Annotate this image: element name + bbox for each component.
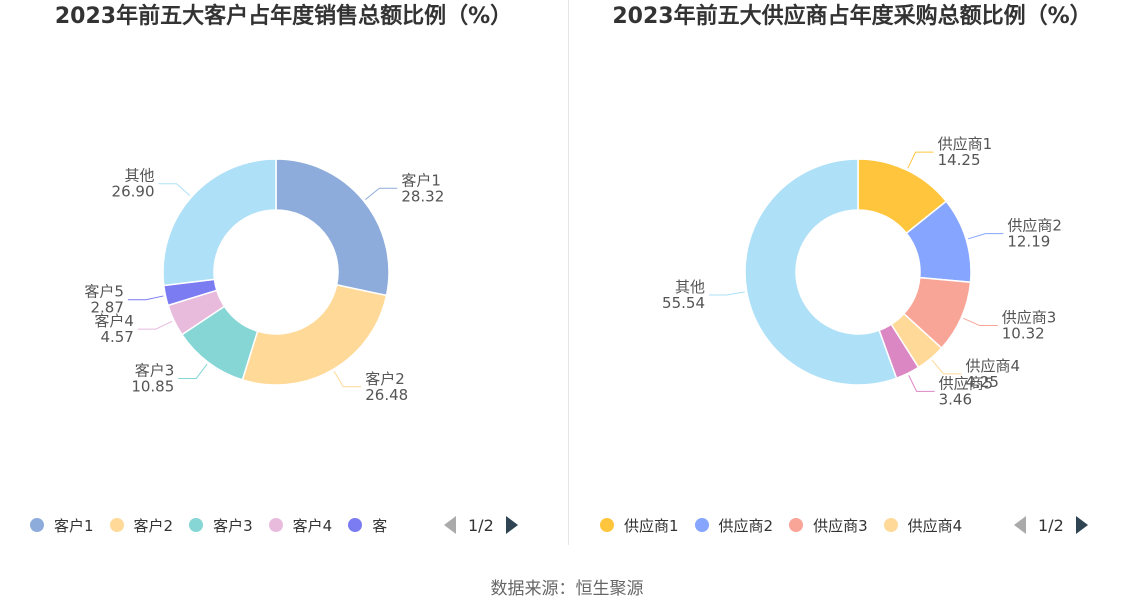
legend-label: 供应商2 [718,516,774,535]
legend-item[interactable]: 客户4 [268,515,333,536]
chart-legend: 供应商1 供应商2 供应商3 供应商4 1/2 [600,512,1110,538]
pie-slice[interactable] [744,158,898,386]
slice-category-label: 供应商5 [939,374,994,392]
slice-value-label: 4.57 [100,328,133,346]
label-leader-line [908,375,935,392]
legend-swatch [883,518,898,532]
legend-label: 客户4 [292,516,333,535]
page-indicator: 1/2 [1038,515,1064,535]
slice-category-label: 其他 [675,278,705,296]
legend-label: 供应商1 [624,516,679,535]
chart-title: 2023年前五大供应商占年度采购总额比例（%） [612,4,1092,29]
legend-label: 供应商4 [907,516,963,535]
slice-category-label: 客户1 [401,171,441,189]
label-leader-line [158,183,191,197]
legend-swatch [268,518,283,532]
pie-slice[interactable] [162,158,277,287]
legend-label: 客 [372,516,388,535]
legend-swatch [600,518,614,532]
legend-swatch [189,518,204,532]
label-leader-line [967,233,1004,240]
label-leader-line [709,291,745,296]
data-source: 数据来源：恒生聚源 [490,579,644,599]
legend-pager: 1/2 [444,516,518,535]
slice-value-label: 12.19 [1007,233,1050,251]
legend-label: 客户1 [54,516,94,535]
label-leader-line [127,295,164,301]
slice-category-label: 客户3 [135,361,175,379]
slice-category-label: 供应商2 [1007,217,1062,235]
slice-value-label: 10.85 [131,377,174,395]
slice-category-label: 客户5 [84,283,124,301]
label-leader-line [333,370,362,388]
legend-item[interactable]: 客户2 [109,515,174,536]
legend-pager: 1/2 [1014,516,1088,535]
slice-category-label: 客户2 [365,370,405,388]
legend-swatch [789,518,804,532]
label-leader-line [907,151,934,169]
slice-category-label: 客户4 [94,312,134,330]
legend-swatch [30,518,44,532]
label-leader-line [137,320,173,330]
slice-category-label: 供应商4 [966,357,1021,375]
chart-title: 2023年前五大客户占年度销售总额比例（%） [54,4,513,29]
label-leader-line [931,359,962,375]
legend-item[interactable]: 客户3 [189,515,253,536]
slice-value-label: 4.25 [966,373,999,391]
slice-category-label: 供应商1 [938,135,993,153]
chart-legend: 客户1 客户2 客户3 客户4 客 1/2 [30,512,540,538]
page-indicator: 1/2 [468,515,494,535]
legend-label: 客户2 [133,516,174,535]
triangle-left-icon[interactable] [1014,516,1026,534]
legend-item[interactable]: 客 [348,515,387,536]
slice-value-label: 14.25 [938,151,981,169]
slice-value-label: 28.32 [401,187,444,205]
pie-slice[interactable] [275,158,390,297]
legend-swatch [694,518,709,532]
legend-item[interactable]: 客户1 [30,515,94,536]
legend-label: 供应商3 [813,516,868,535]
triangle-right-icon[interactable] [1075,516,1088,534]
label-leader-line [365,187,398,200]
legend-item[interactable]: 供应商3 [789,515,868,536]
triangle-left-icon[interactable] [444,516,456,534]
pie-slice[interactable] [241,283,388,386]
slice-value-label: 26.48 [365,386,408,404]
legend-item[interactable]: 供应商2 [694,515,774,536]
panel-divider [568,0,569,545]
label-leader-line [963,317,998,327]
slice-value-label: 3.46 [939,390,972,408]
slice-value-label: 10.32 [1002,325,1045,343]
supplier-chart-panel: 2023年前五大供应商占年度采购总额比例（%） 供应商1 14.25 供应商2 12.… [570,0,1134,545]
slice-value-label: 2.87 [91,299,124,317]
legend-label: 客户3 [213,516,253,535]
triangle-right-icon[interactable] [505,516,518,534]
slice-category-label: 供应商3 [1002,309,1057,327]
slice-category-label: 其他 [124,167,154,185]
label-leader-line [178,363,208,379]
slice-value-label: 55.54 [662,294,705,312]
legend-swatch [348,518,363,532]
legend-item[interactable]: 供应商1 [600,515,679,536]
customer-chart-panel: 2023年前五大客户占年度销售总额比例（%） 客户1 28.32 客户2 26.48 客… [0,0,567,545]
legend-swatch [109,518,124,532]
slice-value-label: 26.90 [112,183,155,201]
legend-item[interactable]: 供应商4 [883,515,963,536]
